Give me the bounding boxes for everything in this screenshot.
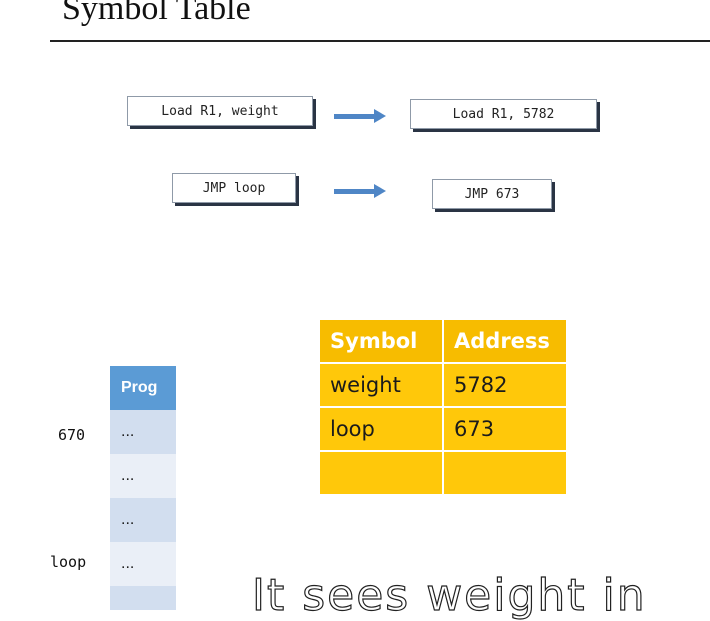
cell-address: 673 [442, 406, 568, 452]
table-header-row: Symbol Address [318, 318, 568, 364]
memory-cell [110, 586, 176, 610]
cell-address [442, 450, 568, 496]
memory-cell: ... [110, 542, 176, 586]
cell-address: 5782 [442, 362, 568, 408]
program-memory: Prog ... ... ... ... [110, 366, 176, 610]
memory-cell: ... [110, 410, 176, 454]
cell-symbol [318, 450, 444, 496]
table-row: loop 673 [318, 406, 568, 452]
header-address: Address [442, 318, 568, 364]
address-label-loop: loop [50, 553, 87, 571]
table-row [318, 450, 568, 496]
memory-cell: ... [110, 498, 176, 542]
title-underline [50, 40, 710, 42]
slide-title: Symbol Table [62, 0, 251, 27]
cell-symbol: weight [318, 362, 444, 408]
header-symbol: Symbol [318, 318, 444, 364]
target-instruction-jmp: JMP 673 [432, 179, 552, 209]
cell-symbol: loop [318, 406, 444, 452]
table-row: weight 5782 [318, 362, 568, 408]
target-instruction-load: Load R1, 5782 [410, 99, 597, 129]
program-header: Prog [110, 366, 176, 410]
source-instruction-jmp: JMP loop [172, 173, 296, 203]
video-caption: It sees weight in [251, 569, 647, 621]
source-instruction-load: Load R1, weight [127, 96, 313, 126]
right-arrow-icon [334, 109, 386, 123]
right-arrow-icon [334, 184, 386, 198]
address-label-670: 670 [58, 426, 86, 444]
symbol-table: Symbol Address weight 5782 loop 673 [318, 318, 568, 496]
memory-cell: ... [110, 454, 176, 498]
